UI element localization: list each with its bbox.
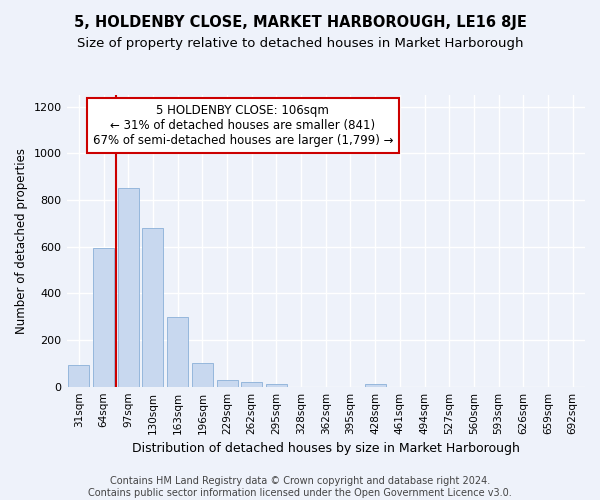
Bar xyxy=(192,364,213,386)
Text: Size of property relative to detached houses in Market Harborough: Size of property relative to detached ho… xyxy=(77,38,523,51)
Text: Contains HM Land Registry data © Crown copyright and database right 2024.
Contai: Contains HM Land Registry data © Crown c… xyxy=(88,476,512,498)
Bar xyxy=(167,316,188,386)
Text: 5 HOLDENBY CLOSE: 106sqm
← 31% of detached houses are smaller (841)
67% of semi-: 5 HOLDENBY CLOSE: 106sqm ← 31% of detach… xyxy=(92,104,393,147)
Y-axis label: Number of detached properties: Number of detached properties xyxy=(15,148,28,334)
Bar xyxy=(266,384,287,386)
Bar xyxy=(68,364,89,386)
X-axis label: Distribution of detached houses by size in Market Harborough: Distribution of detached houses by size … xyxy=(132,442,520,455)
Bar xyxy=(241,382,262,386)
Bar xyxy=(118,188,139,386)
Bar xyxy=(142,228,163,386)
Text: 5, HOLDENBY CLOSE, MARKET HARBOROUGH, LE16 8JE: 5, HOLDENBY CLOSE, MARKET HARBOROUGH, LE… xyxy=(74,15,526,30)
Bar xyxy=(365,384,386,386)
Bar xyxy=(217,380,238,386)
Bar xyxy=(93,248,114,386)
